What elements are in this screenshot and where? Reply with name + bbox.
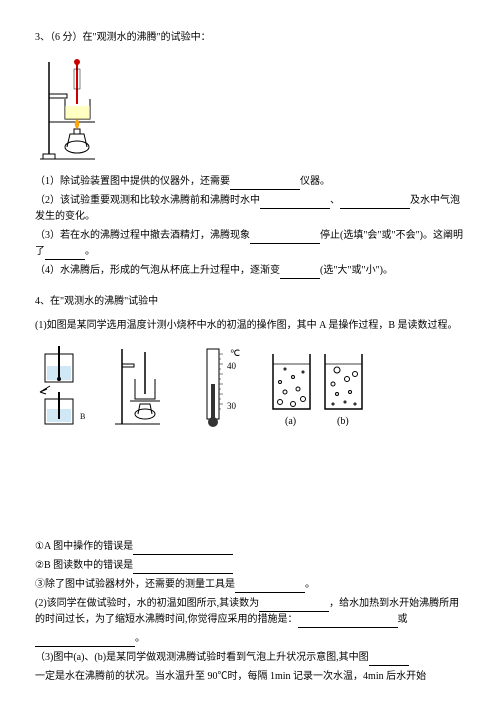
q4-sub2: (2)该同学在做试验时，水的初温如图所示,其读数为，给水加热到水开始沸腾所用的时… <box>35 596 465 628</box>
q3-line2-sep: 、 <box>330 195 340 206</box>
q4-sub3: （3)图中(a)、(b)是某同学做观测沸腾试验时看到气泡上升状况示意图,其中图 <box>35 650 465 666</box>
q4-sub3-a: （3)图中(a)、(b)是某同学做观测沸腾试验时看到气泡上升状况示意图,其中图 <box>35 652 369 663</box>
q3-blank3b <box>45 248 85 260</box>
q4-c3-blank <box>235 581 305 593</box>
q3-blank1 <box>230 178 300 190</box>
q3-line4-text-a: （4）水沸腾后，形成的气泡从杯底上升过程中，逐渐变 <box>35 265 280 276</box>
q4-header: 4、在"观测水的沸腾"试验中 <box>35 294 465 310</box>
q3-line1-text-b: 仪器。 <box>300 176 330 187</box>
q4-c3-text-a: ③除了图中试验器材外，还需要的测量工具是 <box>35 579 235 590</box>
q4-sub2-cont: 。 <box>35 631 465 647</box>
q3-line3: （3）若在水的沸腾过程中撤去酒精灯，沸腾现象停止(选填"会"或"不会")。这阐明… <box>35 228 465 260</box>
q3-line4-text-b: (选"大"或"小")。 <box>320 265 393 276</box>
q4-c3-text-b: 。 <box>305 579 315 590</box>
q3-apparatus-diagram <box>35 54 465 164</box>
q4-c2-blank <box>133 562 233 574</box>
q3-line3-text-c: 。 <box>85 246 95 257</box>
q3-line3-text-a: （3）若在水的沸腾过程中撤去酒精灯，沸腾现象 <box>35 230 250 241</box>
q4-sub3-b: 一定是水在沸腾前的状况。当水温升至 90℃时，每隔 1min 记录一次水温，4m… <box>35 671 426 682</box>
q3-blank4 <box>280 267 320 279</box>
q3-line1: （1）除试验装置图中提供的仪器外，还需要 仪器。 <box>35 174 465 190</box>
q4-circled3: ③除了图中试验器材外，还需要的测量工具是 。 <box>35 577 465 593</box>
q4-circled2: ②B 图读数中的错误是 <box>35 558 465 574</box>
therm-30: 30 <box>227 401 237 411</box>
beaker-b-label: (b) <box>337 416 349 427</box>
q4-c1-text: ①A 图中操作的错误是 <box>35 541 133 552</box>
q4-diagram-a: B <box>35 344 95 429</box>
q4-diagram-b <box>110 344 180 429</box>
q3-header: 3、（6 分）在"观测水的沸腾"的试验中： <box>35 30 465 46</box>
q4-sub2-blank2 <box>298 616 398 628</box>
q4-sub3-blank <box>369 654 409 666</box>
q4-thermometer-diagram: ℃ 40 30 <box>195 344 250 429</box>
q4-sub2-a: (2)该同学在做试验时，水的初温如图所示,其读数为 <box>35 598 259 609</box>
q3-line2: （2）该试验重要观测和比较水沸腾前和沸腾时水中、及水中气泡发生的变化。 <box>35 193 465 225</box>
q3-blank3a <box>250 232 320 244</box>
q4-sub1: (1)如图是某同学选用温度计测小烧杯中水的初温的操作图，其中 A 是操作过程，B… <box>35 318 465 334</box>
q4-c2-text: ②B 图读数中的错误是 <box>35 560 133 571</box>
q4-sub2-c: 或 <box>398 614 408 625</box>
beaker-a-label: (a) <box>285 416 296 427</box>
q3-blank2b <box>340 197 410 209</box>
q4-diagram-row: B ℃ 40 30 <box>35 344 465 429</box>
q3-line4: （4）水沸腾后，形成的气泡从杯底上升过程中，逐渐变 (选"大"或"小")。 <box>35 263 465 279</box>
q4-sub2-blank3 <box>35 635 135 647</box>
q4-circled1: ①A 图中操作的错误是 <box>35 539 465 555</box>
q3-line2-text-a: （2）该试验重要观测和比较水沸腾前和沸腾时水中 <box>35 195 260 206</box>
therm-40: 40 <box>227 361 237 371</box>
therm-unit: ℃ <box>230 348 240 358</box>
q4-sub3-cont: 一定是水在沸腾前的状况。当水温升至 90℃时，每隔 1min 记录一次水温，4m… <box>35 669 465 685</box>
q4-sub2-blank1 <box>259 600 329 612</box>
q4-sub2-d: 。 <box>135 633 145 644</box>
q3-line1-text-a: （1）除试验装置图中提供的仪器外，还需要 <box>35 176 230 187</box>
q3-blank2a <box>260 197 330 209</box>
q4-beakers-diagram: (a) (b) <box>265 344 375 429</box>
svg-text:B: B <box>80 412 85 421</box>
q4-c1-blank <box>133 543 233 555</box>
